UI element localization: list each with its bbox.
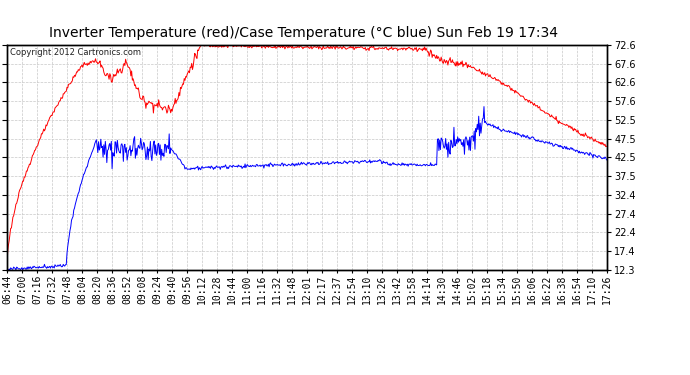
Text: Inverter Temperature (red)/Case Temperature (°C blue) Sun Feb 19 17:34: Inverter Temperature (red)/Case Temperat…: [49, 26, 558, 40]
Text: Copyright 2012 Cartronics.com: Copyright 2012 Cartronics.com: [10, 48, 141, 57]
